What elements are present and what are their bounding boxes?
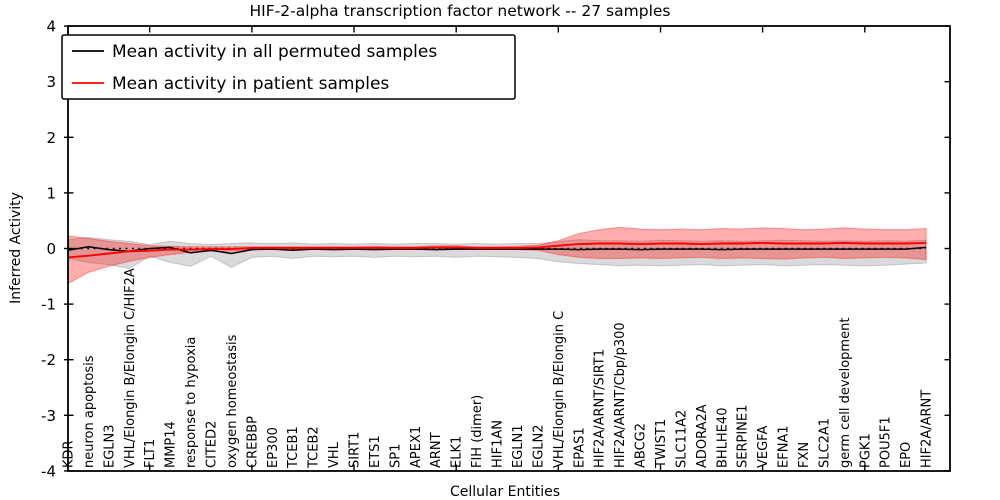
y-tick-label: 2 [46,129,56,147]
x-tick-label: SP1 [388,444,403,468]
y-tick-label: -2 [41,351,56,369]
x-tick-label: ELK1 [450,436,465,468]
permuted-band [67,236,927,270]
x-tick-label: HIF2A/ARNT [920,390,935,468]
x-tick-label: germ cell development [838,318,853,468]
x-tick-labels: KDR neuron apoptosis EGLN3 VHL/Elongin B/El… [62,268,935,469]
x-tick-label: ADORA2A [695,404,710,468]
x-tick-label: ARNT [429,432,444,468]
x-tick-label: FIH (dimer) [470,395,485,468]
x-tick-label: VEGFA [756,426,771,468]
x-tick-label: CITED2 [205,421,220,468]
x-axis-title: Cellular Entities [450,484,560,500]
x-tick-label: ETS1 [368,435,383,468]
permuted-mean-line [67,246,927,255]
x-tick-label: TCEB2 [307,426,322,469]
x-tick-label: VHL [327,441,342,468]
x-tick-label: FXN [797,442,812,468]
x-tick-label: FLT1 [143,439,158,468]
y-tick-label: 1 [46,184,56,202]
x-tick-label: EFNA1 [777,425,792,468]
x-tick-label: neuron apoptosis [82,355,97,468]
x-tick-label: SIRT1 [348,432,363,468]
y-axis-title: Inferred Activity [8,192,24,304]
x-tick-label: SERPINE1 [736,405,751,468]
confidence-bands [67,226,927,285]
legend-label-permuted: Mean activity in all permuted samples [112,42,437,62]
x-tick-label: TWIST1 [654,419,669,469]
y-tick-label: -1 [41,296,56,314]
x-tick-label: VHL/Elongin B/Elongin C/HIF2A [123,268,138,468]
chart-title: HIF-2-alpha transcription factor network… [250,2,671,20]
x-axis-ticks [148,26,866,471]
x-tick-label: APEX1 [409,426,424,468]
x-tick-label: response to hypoxia [184,337,199,468]
y-tick-label: -4 [41,462,56,480]
x-tick-label: EPAS1 [572,427,587,468]
x-tick-label: BHLHE40 [715,408,730,468]
y-tick-labels: -4 -3 -2 -1 0 1 2 3 4 [41,18,56,481]
x-tick-label: SLC2A1 [817,418,832,468]
x-tick-label: HIF2A/ARNT/SIRT1 [593,349,608,468]
x-tick-label: EP300 [266,427,281,468]
x-tick-label: POU5F1 [879,416,894,468]
patient-mean-line [67,241,927,259]
legend: Mean activity in all permuted samples Me… [61,34,516,100]
y-tick-label: -3 [41,407,56,425]
x-tick-label: MMP14 [164,421,179,468]
x-tick-label: EGLN2 [531,424,546,468]
x-tick-label: oxygen homeostasis [225,334,240,468]
y-tick-label: 3 [46,73,56,91]
x-tick-label: HIF2A/ARNT/Cbp/p300 [613,322,628,468]
x-tick-label: PGK1 [858,433,873,468]
y-tick-label: 4 [46,18,56,36]
x-tick-label: KDR [62,440,77,468]
x-tick-label: HIF1AN [491,420,506,468]
x-tick-label: VHL/Elongin B/Elongin C [552,311,567,468]
x-tick-label: ABCG2 [634,423,649,468]
y-tick-label: 0 [46,240,56,258]
x-tick-label: EGLN1 [511,424,526,468]
x-tick-label: EPO [899,442,914,468]
x-tick-label: EGLN3 [102,424,117,468]
x-tick-label: CREBBP [245,416,260,468]
x-tick-label: SLC11A2 [674,410,689,468]
x-tick-label: TCEB1 [286,426,301,469]
mean-lines [67,241,927,259]
legend-box [61,34,516,100]
legend-label-patient: Mean activity in patient samples [112,74,389,94]
